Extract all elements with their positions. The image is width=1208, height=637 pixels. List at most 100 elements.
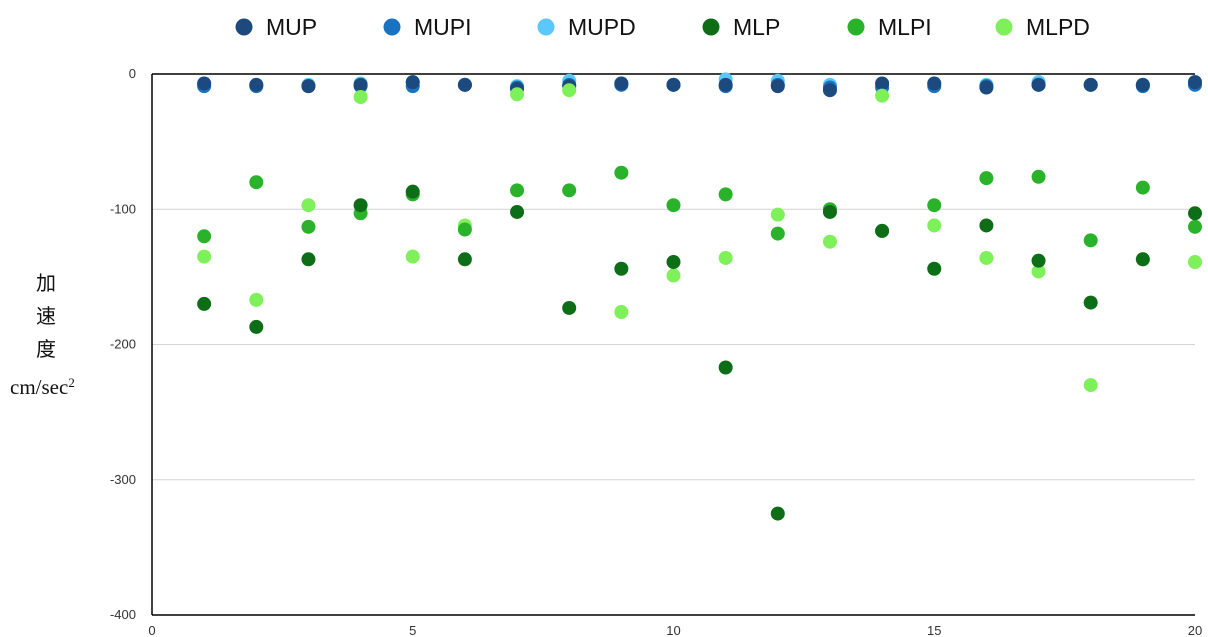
x-tick-label: 20 [1188, 623, 1202, 637]
data-point [457, 252, 472, 267]
data-point [614, 305, 629, 320]
data-point [562, 300, 577, 315]
data-point [979, 171, 994, 186]
data-point [1031, 264, 1046, 279]
data-point [614, 261, 629, 276]
data-point [927, 218, 942, 233]
data-point [1188, 254, 1202, 269]
data-point [197, 249, 212, 264]
legend-marker [847, 18, 865, 36]
data-point [197, 76, 212, 91]
data-points [197, 72, 1202, 521]
data-point [249, 77, 264, 92]
y-tick-label: -400 [110, 607, 136, 622]
x-tick-labels: 0 5 10 15 20 [148, 623, 1202, 637]
data-point [1135, 77, 1150, 92]
data-point [510, 87, 525, 102]
legend-item: MUPI [383, 14, 472, 40]
data-point [666, 268, 681, 283]
data-point [1188, 219, 1202, 234]
data-point [197, 296, 212, 311]
data-point [301, 79, 316, 94]
data-point [718, 360, 733, 375]
data-point [770, 226, 785, 241]
data-point [1135, 180, 1150, 195]
data-point [1188, 206, 1202, 221]
data-point [301, 219, 316, 234]
data-point [562, 183, 577, 198]
data-point [405, 184, 420, 199]
data-point [1083, 378, 1098, 393]
data-point [353, 89, 368, 104]
x-tick-label: 5 [409, 623, 416, 637]
data-point [405, 75, 420, 90]
legend-label: MUPI [414, 14, 472, 40]
data-point [614, 165, 629, 180]
data-point [614, 76, 629, 91]
data-point [875, 223, 890, 238]
data-point [510, 204, 525, 219]
legend-label: MLP [733, 14, 780, 40]
legend-label: MUP [266, 14, 317, 40]
x-tick-label: 10 [666, 623, 680, 637]
data-point [927, 261, 942, 276]
data-point [1135, 252, 1150, 267]
data-point [927, 76, 942, 91]
y-label-char: 度 [36, 337, 56, 361]
x-tick-label: 15 [927, 623, 941, 637]
data-point [353, 198, 368, 213]
data-point [457, 222, 472, 237]
data-point [979, 250, 994, 265]
gridlines [152, 208, 1195, 481]
legend-item: MUP [235, 14, 317, 40]
data-point [1083, 233, 1098, 248]
y-tick-label: -100 [110, 201, 136, 216]
legend-marker [383, 18, 401, 36]
data-point [249, 319, 264, 334]
data-point [666, 198, 681, 213]
legend-item: MUPD [537, 14, 636, 40]
data-point [249, 292, 264, 307]
data-point [770, 79, 785, 94]
data-point [718, 250, 733, 265]
legend-marker [235, 18, 253, 36]
y-label-char: 加 [36, 271, 56, 295]
y-tick-labels: 0 -100 -200 -300 -400 [110, 66, 136, 622]
data-point [510, 183, 525, 198]
data-point [562, 83, 577, 98]
legend-marker [702, 18, 720, 36]
data-point [875, 76, 890, 91]
data-point [405, 249, 420, 264]
data-point [1188, 75, 1202, 90]
data-point [979, 80, 994, 95]
data-point [718, 77, 733, 92]
data-point [197, 229, 212, 244]
legend-marker [537, 18, 555, 36]
data-point [249, 175, 264, 190]
data-point [822, 204, 837, 219]
data-point [822, 234, 837, 249]
data-point [770, 506, 785, 521]
data-point [1031, 169, 1046, 184]
y-tick-label: 0 [129, 66, 136, 81]
legend-label: MLPI [878, 14, 932, 40]
legend-item: MLPI [847, 14, 932, 40]
data-point [927, 198, 942, 213]
data-point [1083, 295, 1098, 310]
y-axis-label: 加速度 cm/sec2 [10, 271, 75, 399]
legend-item: MLP [702, 14, 780, 40]
data-point [301, 252, 316, 267]
legend-label: MUPD [568, 14, 636, 40]
data-point [301, 198, 316, 213]
legend: MUP MUPI MUPD MLP MLPI MLPD [235, 14, 1090, 40]
legend-item: MLPD [995, 14, 1090, 40]
data-point [718, 187, 733, 202]
data-point [979, 218, 994, 233]
y-tick-label: -200 [110, 337, 136, 352]
legend-marker [995, 18, 1013, 36]
y-label-char: 速 [36, 304, 56, 328]
axes [151, 73, 1195, 616]
data-point [457, 77, 472, 92]
data-point [666, 254, 681, 269]
